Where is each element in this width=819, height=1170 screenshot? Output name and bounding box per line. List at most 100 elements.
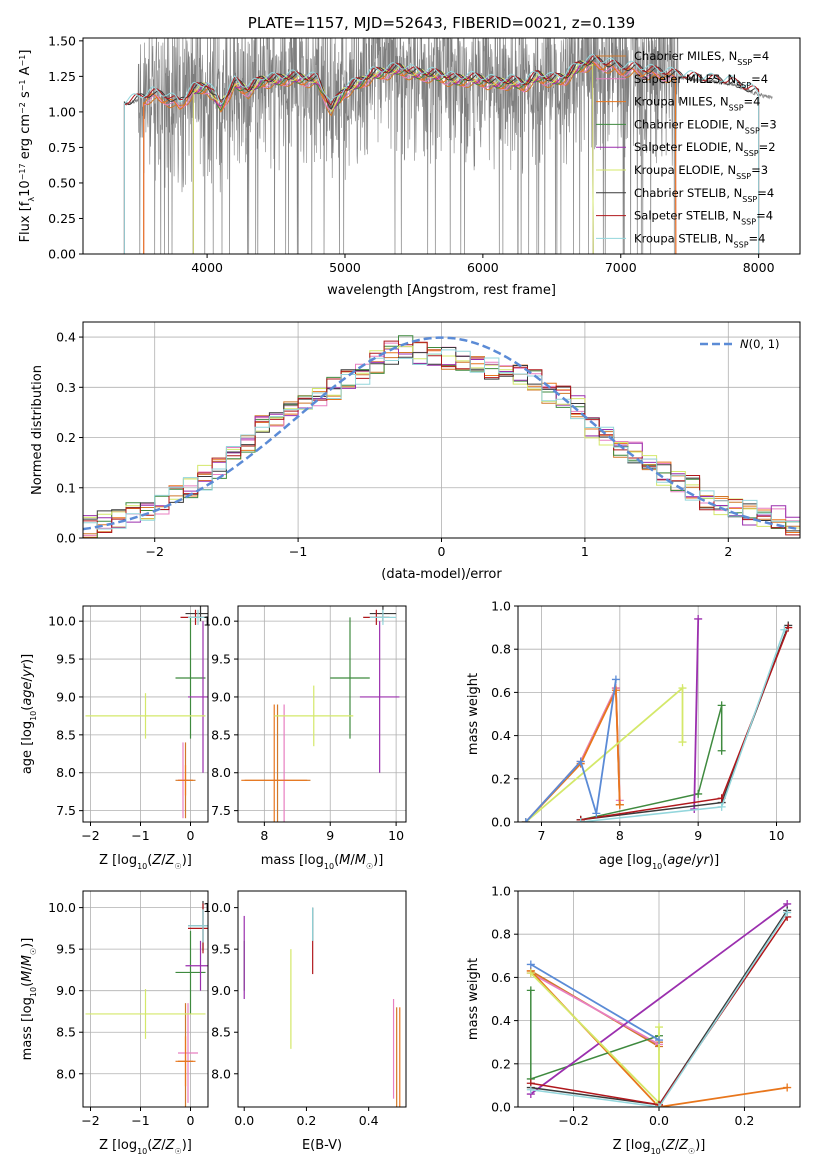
x-tick-label: 10 bbox=[769, 828, 785, 843]
y-tick-label: 8.5 bbox=[211, 727, 231, 742]
y-tick-label: 8.0 bbox=[56, 1066, 76, 1081]
y-tick-label: 1.0 bbox=[491, 884, 511, 899]
weight-marker bbox=[655, 1036, 663, 1045]
legend-label: Chabrier ELODIE, NSSP=3 bbox=[634, 117, 777, 135]
y-axis-label: mass weight bbox=[466, 958, 481, 1040]
y-tick-label: 8.0 bbox=[56, 765, 76, 780]
y-tick-label: 0.0 bbox=[491, 815, 511, 830]
y-tick-label: 10.0 bbox=[203, 614, 231, 629]
weight-line bbox=[693, 618, 700, 810]
y-axis-label: age [log10(age/yr)] bbox=[20, 654, 38, 774]
legend-label: Salpeter STELIB, NSSP=4 bbox=[634, 209, 773, 227]
x-tick-label: 4000 bbox=[191, 260, 223, 275]
y-tick-label: 8.5 bbox=[211, 1025, 231, 1040]
x-tick-label: 0.0 bbox=[234, 1113, 254, 1128]
errorbars-age-vs-mass bbox=[241, 606, 400, 822]
x-tick-label: −2 bbox=[145, 544, 163, 559]
errorbars-mass-vs-Z bbox=[85, 900, 208, 1107]
x-tick-label: 8 bbox=[616, 828, 624, 843]
weight-marker bbox=[678, 738, 687, 747]
legend-label: Chabrier STELIB, NSSP=4 bbox=[634, 186, 774, 204]
x-axis-label: Z [log10(Z/Z☉)] bbox=[99, 853, 192, 871]
y-axis-label: mass [log10(M/M☉)] bbox=[20, 938, 38, 1061]
plot-frame bbox=[237, 890, 407, 1108]
normal-curve bbox=[83, 336, 800, 531]
x-tick-label: 0.4 bbox=[359, 1113, 379, 1128]
legend-label: Kroupa MILES, NSSP=4 bbox=[634, 95, 760, 113]
y-tick-label: 0.0 bbox=[491, 1100, 511, 1115]
x-tick-label: −2 bbox=[81, 1113, 99, 1128]
y-tick-label: 9.5 bbox=[211, 942, 231, 957]
x-axis-label: Z [log10(Z/Z☉)] bbox=[99, 1138, 192, 1156]
y-tick-label: 0.3 bbox=[56, 380, 76, 395]
x-tick-label: 8 bbox=[260, 828, 268, 843]
weight-marker bbox=[615, 800, 624, 809]
y-tick-label: 9.0 bbox=[211, 689, 231, 704]
y-tick-label: 0.75 bbox=[48, 140, 76, 155]
y-tick-label: 9.0 bbox=[56, 983, 76, 998]
y-axis-label: mass weight bbox=[466, 673, 481, 755]
weight-lines-weight-vs-age bbox=[521, 614, 793, 822]
x-tick-label: −0.2 bbox=[558, 1113, 588, 1128]
weight-line bbox=[530, 903, 788, 1095]
weight-line bbox=[580, 705, 723, 821]
weight-line bbox=[530, 912, 788, 1107]
weight-marker bbox=[783, 908, 792, 917]
axes-residuals bbox=[79, 321, 801, 542]
y-tick-label: 7.5 bbox=[211, 803, 231, 818]
weight-marker bbox=[655, 1103, 663, 1107]
y-tick-label: 0.4 bbox=[56, 330, 76, 345]
plot-frame bbox=[82, 37, 801, 255]
legend-label: Chabrier MILES, NSSP=4 bbox=[634, 49, 769, 67]
x-tick-label: 1 bbox=[581, 544, 589, 559]
y-tick-label: 9.5 bbox=[211, 652, 231, 667]
axes-mass-vs-ebv bbox=[234, 890, 407, 1111]
model-spectrum-kroupa-stelib bbox=[123, 53, 760, 254]
histogram-steps bbox=[83, 335, 800, 538]
y-tick-label: 10.0 bbox=[203, 900, 231, 915]
x-tick-label: 2 bbox=[724, 544, 732, 559]
y-tick-label: 0.8 bbox=[491, 642, 511, 657]
spectrum-lines bbox=[123, 38, 773, 254]
y-tick-label: 8.0 bbox=[211, 765, 231, 780]
plot-frame bbox=[517, 605, 801, 823]
x-tick-label: 0.2 bbox=[296, 1113, 316, 1128]
x-axis-label: mass [log10(M/M☉)] bbox=[261, 853, 384, 871]
x-axis-label: E(B-V) bbox=[302, 1138, 342, 1153]
axes-weight-vs-Z bbox=[514, 890, 801, 1111]
legend-label: N(0, 1) bbox=[740, 337, 780, 351]
weight-marker bbox=[655, 1023, 663, 1032]
weight-line bbox=[530, 972, 660, 1046]
legend: Chabrier MILES, NSSP=4 Salpeter MILES, NS… bbox=[596, 49, 777, 249]
x-tick-label: 9 bbox=[326, 828, 334, 843]
y-tick-label: 10.0 bbox=[48, 900, 76, 915]
y-tick-label: 9.0 bbox=[211, 983, 231, 998]
legend-label: Kroupa ELODIE, NSSP=3 bbox=[634, 163, 768, 181]
y-tick-label: 0.6 bbox=[491, 685, 511, 700]
x-tick-label: 0 bbox=[187, 1113, 195, 1128]
weight-marker bbox=[717, 746, 726, 755]
y-tick-label: 0.4 bbox=[491, 1013, 511, 1028]
y-tick-label: 8.0 bbox=[211, 1066, 231, 1081]
x-axis-label: Z [log10(Z/Z☉)] bbox=[613, 1138, 706, 1156]
x-axis-label: age [log10(age/yr)] bbox=[599, 853, 719, 871]
weight-marker bbox=[678, 684, 687, 693]
x-tick-label: −2 bbox=[81, 828, 99, 843]
y-tick-label: 1.50 bbox=[48, 33, 76, 48]
errorbars-mass-vs-ebv bbox=[243, 907, 401, 1107]
weight-marker bbox=[526, 1085, 535, 1094]
axes-mass-vs-Z bbox=[79, 890, 209, 1111]
x-tick-label: 6000 bbox=[467, 260, 499, 275]
x-tick-label: 7 bbox=[538, 828, 546, 843]
y-tick-label: 1.00 bbox=[48, 104, 76, 119]
y-tick-label: 0.25 bbox=[48, 211, 76, 226]
observed-spectrum bbox=[124, 38, 773, 254]
weight-marker bbox=[526, 986, 535, 995]
model-spectrum-chabrier-miles bbox=[143, 63, 677, 254]
x-tick-label: 0 bbox=[187, 828, 195, 843]
y-tick-label: 0.6 bbox=[491, 970, 511, 985]
histogram-salpeter-stelib bbox=[83, 340, 800, 536]
x-tick-label: −1 bbox=[131, 828, 149, 843]
x-axis-label: wavelength [Angstrom, rest frame] bbox=[327, 283, 556, 298]
